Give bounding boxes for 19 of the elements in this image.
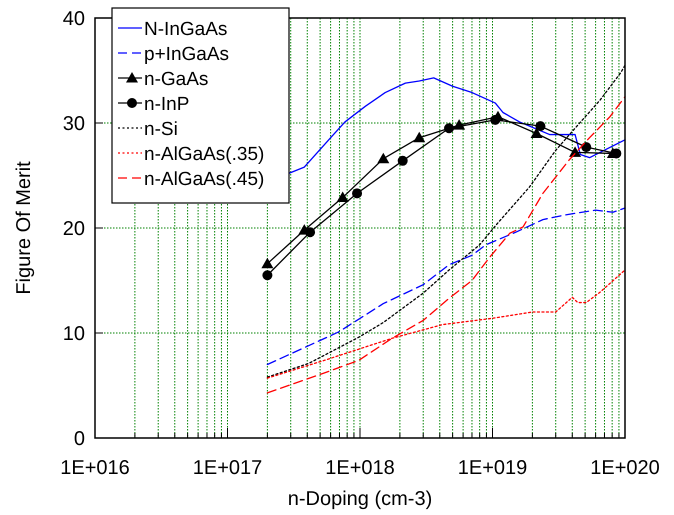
legend-label: p+InGaAs — [144, 44, 230, 65]
y-tick-label: 20 — [62, 218, 85, 240]
y-tick-label: 30 — [62, 113, 85, 135]
x-tick-label: 1E+019 — [458, 457, 528, 479]
y-tick-label: 0 — [74, 428, 85, 450]
x-tick-label: 1E+018 — [325, 457, 395, 479]
legend-label: n-GaAs — [144, 69, 208, 90]
legend-label: n-AlGaAs(.45) — [144, 169, 264, 190]
x-tick-label: 1E+017 — [192, 457, 262, 479]
legend-label: n-InP — [144, 94, 190, 115]
x-tick-label: 1E+020 — [590, 457, 660, 479]
y-tick-label: 10 — [62, 323, 85, 345]
y-axis-title: Figure Of Merit — [13, 160, 35, 295]
legend-label: n-Si — [144, 119, 178, 140]
legend-label: N-InGaAs — [144, 19, 228, 40]
y-tick-label: 40 — [62, 8, 85, 30]
x-axis-title: n-Doping (cm-3) — [288, 488, 432, 510]
legend-label: n-AlGaAs(.35) — [144, 144, 264, 165]
x-tick-label: 1E+016 — [60, 457, 130, 479]
